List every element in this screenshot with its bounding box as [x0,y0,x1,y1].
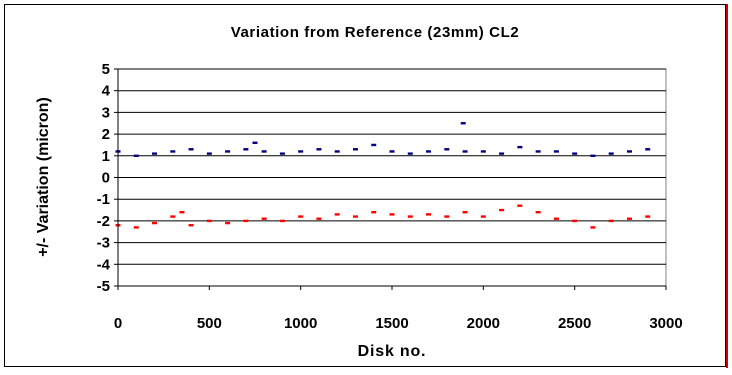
data-point [261,217,267,220]
data-point [252,141,258,144]
data-points [115,122,651,229]
y-tick-label: -3 [97,235,110,252]
x-tick-label: 2500 [558,315,591,332]
data-point [279,152,285,155]
y-tick-label: 4 [102,83,111,100]
x-tick-label: 1000 [284,315,317,332]
data-point [553,217,559,220]
data-point [188,148,194,151]
data-point [352,148,358,151]
data-point [462,150,468,153]
data-point [499,152,505,155]
scatter-chart: Variation from Reference (23mm) CL2 5 4 3 2… [35,24,683,360]
data-point [535,150,541,153]
y-tick-label: 2 [102,126,110,143]
y-tick-label: 3 [102,104,110,121]
data-point [626,217,632,220]
data-point [407,152,413,155]
data-point [626,150,632,153]
data-point [645,148,651,151]
x-tick-label: 500 [197,315,222,332]
y-tick-label: 0 [102,170,110,187]
data-point [371,211,377,214]
data-point [608,219,614,223]
y-tick-label: 1 [102,148,110,165]
data-point [225,221,231,225]
data-point [243,219,249,223]
data-point [590,226,596,229]
data-point [480,215,486,218]
data-point [517,204,523,207]
data-point [444,215,450,218]
data-point [517,145,523,149]
data-point [188,224,194,227]
data-point [480,150,486,153]
data-point [170,215,176,218]
y-tick-label: 5 [102,61,110,78]
red-edge-line [726,4,728,368]
data-point [608,152,614,155]
data-point [407,215,413,218]
data-point [225,150,231,153]
data-point [553,150,559,153]
data-point [316,148,322,151]
data-point [352,215,358,218]
y-tick-label: -1 [97,191,110,208]
data-point [572,219,578,223]
data-point [261,150,267,153]
data-point [371,143,377,147]
data-point [389,150,395,153]
data-point [572,152,578,155]
data-point [316,217,322,220]
data-point [499,208,505,212]
data-point [298,215,304,218]
data-point [152,152,158,155]
data-point [170,150,176,153]
x-tick-label: 3000 [649,315,682,332]
y-axis-label: +/- Variation (micron) [35,97,52,257]
data-point [179,211,185,214]
data-point [152,221,158,225]
x-tick-labels: 0 500 1000 1500 2000 2500 3000 [114,286,683,332]
y-tick-label: -4 [97,256,111,273]
data-point [426,213,432,216]
data-point [133,154,139,157]
data-point [535,211,541,214]
data-point [462,211,468,214]
x-tick-label: 0 [114,315,122,332]
y-tick-label: -5 [97,278,110,295]
data-point [389,213,395,216]
x-axis-label: Disk no. [358,343,427,360]
data-point [645,215,651,218]
data-point [243,148,249,151]
gridlines [118,68,666,287]
data-point [426,150,432,153]
x-tick-label: 1500 [375,315,408,332]
chart-frame: Variation from Reference (23mm) CL2 5 4 3 2… [4,4,726,367]
data-point [334,150,340,153]
data-point [279,219,285,223]
data-point [444,148,450,151]
data-point [298,150,304,153]
y-tick-label: -2 [97,213,110,230]
data-point [206,219,212,223]
data-point [590,154,596,157]
data-point [460,122,466,125]
chart-title: Variation from Reference (23mm) CL2 [231,24,520,41]
x-tick-label: 2000 [467,315,500,332]
data-point [206,152,212,155]
data-point [334,213,340,216]
y-tick-labels: 5 4 3 2 1 0 -1 -2 -3 -4 -5 [97,61,118,295]
data-point [133,226,139,229]
